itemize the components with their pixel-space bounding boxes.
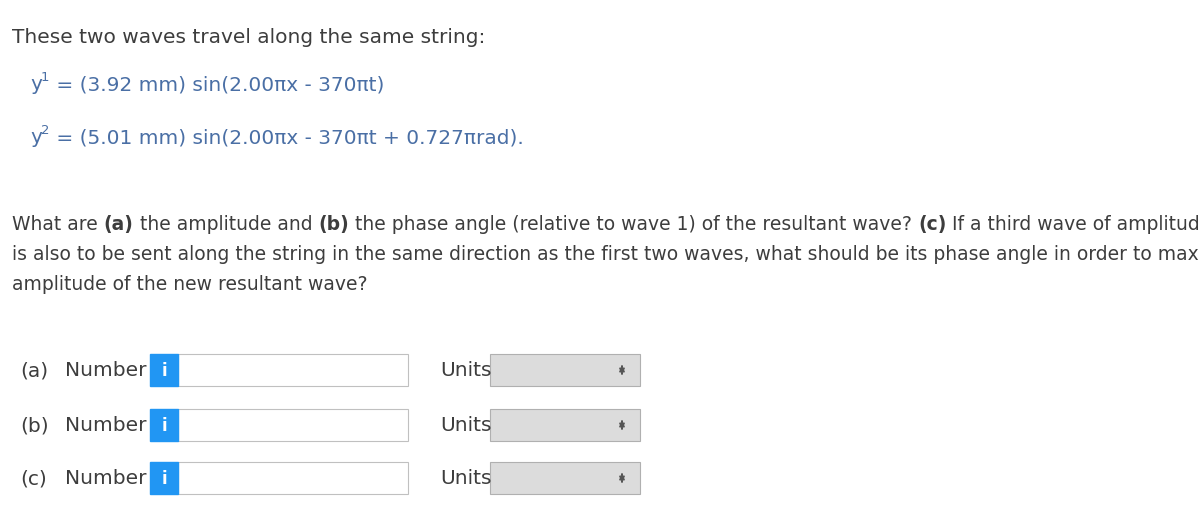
Text: y: y [30,75,42,94]
Bar [178,409,408,441]
Text: If a third wave of amplitude 5.45 mm: If a third wave of amplitude 5.45 mm [947,215,1200,233]
Text: i: i [161,469,167,487]
Text: y: y [30,128,42,147]
Text: Number: Number [65,469,146,487]
Text: 2: 2 [41,124,49,137]
Bar [490,355,640,386]
Bar [490,462,640,494]
Bar [150,355,178,386]
Bar [490,409,640,441]
Bar [178,355,408,386]
Text: (a): (a) [103,215,133,233]
Text: = (5.01 mm) sin(2.00πx - 370πt + 0.727πrad).: = (5.01 mm) sin(2.00πx - 370πt + 0.727πr… [50,128,523,147]
Text: is also to be sent along the string in the same direction as the first two waves: is also to be sent along the string in t… [12,244,1200,264]
Text: Number: Number [65,361,146,380]
Text: 1: 1 [41,71,49,84]
Text: (c): (c) [918,215,947,233]
Text: amplitude of the new resultant wave?: amplitude of the new resultant wave? [12,274,367,293]
Bar [150,462,178,494]
Text: (a): (a) [20,361,48,380]
Bar [150,409,178,441]
Text: Number: Number [65,416,146,435]
Text: the amplitude and: the amplitude and [133,215,318,233]
Text: (b): (b) [20,416,49,435]
Text: the phase angle (relative to wave 1) of the resultant wave?: the phase angle (relative to wave 1) of … [349,215,918,233]
Text: These two waves travel along the same string:: These two waves travel along the same st… [12,28,485,47]
Text: What are: What are [12,215,103,233]
Text: Units: Units [440,469,492,487]
Text: Units: Units [440,416,492,435]
Text: = (3.92 mm) sin(2.00πx - 370πt): = (3.92 mm) sin(2.00πx - 370πt) [50,75,384,94]
Text: i: i [161,416,167,434]
Text: (b): (b) [318,215,349,233]
Text: Units: Units [440,361,492,380]
Text: (c): (c) [20,469,47,487]
Text: i: i [161,361,167,379]
Bar [178,462,408,494]
